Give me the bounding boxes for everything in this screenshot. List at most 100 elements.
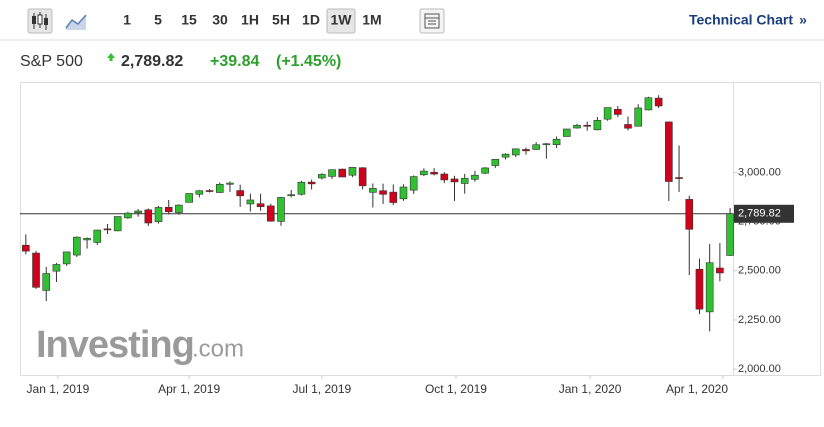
candle-body xyxy=(164,206,173,213)
candle-body xyxy=(511,148,520,156)
candle-body xyxy=(195,190,204,195)
candle-body xyxy=(328,169,336,177)
interval-button[interactable]: 1 xyxy=(123,12,131,28)
candle-body xyxy=(614,109,622,115)
candle-body xyxy=(634,107,643,127)
candle-body xyxy=(552,138,561,146)
interval-button[interactable]: 15 xyxy=(181,12,197,28)
candle-body xyxy=(215,183,224,193)
candle-body xyxy=(379,190,387,195)
change-percent: (+1.45%) xyxy=(276,53,341,70)
candle-body xyxy=(491,158,500,166)
candle-body xyxy=(501,153,510,158)
candle-body xyxy=(226,182,234,185)
candle-body xyxy=(562,128,571,137)
candle-body xyxy=(103,228,112,231)
candle-body xyxy=(73,236,81,256)
candle-body xyxy=(185,193,193,203)
watermark-brand: Investing xyxy=(36,324,194,366)
x-tick-label: Apr 1, 2019 xyxy=(158,382,220,396)
interval-button[interactable]: 5H xyxy=(272,12,290,28)
candle-body xyxy=(297,181,306,195)
candle-body xyxy=(399,186,408,200)
plot-frame xyxy=(20,82,821,376)
candle-body xyxy=(246,199,255,205)
candle-body xyxy=(287,194,296,196)
candle-body xyxy=(716,267,724,274)
candle-body xyxy=(420,170,428,176)
candle-body xyxy=(573,124,581,129)
y-tick-label: 2,500.00 xyxy=(738,265,781,277)
candle-body xyxy=(542,143,551,146)
interval-button[interactable]: 1H xyxy=(241,12,259,28)
x-tick-label: Jul 1, 2019 xyxy=(292,382,351,396)
candle-body xyxy=(154,207,163,222)
candle-body xyxy=(726,213,734,256)
up-arrow xyxy=(107,53,115,58)
candle-body xyxy=(481,167,489,174)
up-arrow-stem xyxy=(109,58,113,61)
candle-body xyxy=(256,203,265,207)
candle-body xyxy=(522,149,530,152)
candle-body xyxy=(532,144,540,150)
candle-body xyxy=(665,121,673,182)
candle-body xyxy=(450,178,459,183)
candle-body xyxy=(389,191,398,203)
selected-button-bg xyxy=(326,8,356,34)
candle-body xyxy=(603,107,612,120)
candle-body xyxy=(705,262,714,313)
candle-body xyxy=(593,120,602,131)
candle-body xyxy=(409,176,418,191)
x-tick-label: Apr 1, 2020 xyxy=(666,382,728,396)
watermark-suffix: .com xyxy=(192,335,244,362)
candle-body xyxy=(144,209,153,224)
candle-body xyxy=(369,188,377,193)
candle-body xyxy=(307,181,316,185)
candle-body xyxy=(338,168,347,178)
last-price-label-bg xyxy=(734,204,794,223)
candle-body xyxy=(348,167,357,176)
candle-body xyxy=(654,97,663,107)
candle-body xyxy=(62,251,71,265)
candle-body xyxy=(52,264,61,272)
candle-body xyxy=(205,190,214,192)
x-tick-label: Jan 1, 2019 xyxy=(27,382,90,396)
candle-body xyxy=(175,204,183,213)
candle-body xyxy=(236,190,244,197)
interval-button[interactable]: 1M xyxy=(362,12,381,28)
instrument-name: S&P 500 xyxy=(20,53,83,70)
candle-icon[interactable] xyxy=(27,8,53,34)
candle-body xyxy=(22,244,30,252)
interval-button[interactable]: 1D xyxy=(302,12,320,28)
candle-body xyxy=(358,167,367,187)
interval-button[interactable]: 1W xyxy=(331,12,353,28)
interval-button[interactable]: 30 xyxy=(212,12,228,28)
toolbar xyxy=(0,0,824,40)
x-tick-label: Oct 1, 2019 xyxy=(425,382,487,396)
interval-button[interactable]: 5 xyxy=(154,12,162,28)
area-icon[interactable] xyxy=(65,14,87,30)
y-tick-label: 3,000.00 xyxy=(738,166,781,178)
change: +39.84 xyxy=(210,53,259,70)
candle-body xyxy=(644,97,653,111)
candle-body xyxy=(695,268,704,310)
technical-chart-link[interactable]: Technical Chart xyxy=(689,12,793,28)
candle-body xyxy=(430,171,438,175)
candle-body xyxy=(83,238,91,241)
link-arrow[interactable]: » xyxy=(799,12,807,28)
candle-body xyxy=(124,212,132,219)
y-tick-label: 2,250.00 xyxy=(738,314,781,326)
candle-body xyxy=(32,252,40,288)
y-tick-label: 2,000.00 xyxy=(738,363,781,375)
candle-body xyxy=(318,174,326,179)
layout-icon[interactable] xyxy=(419,8,445,34)
x-tick-label: Jan 1, 2020 xyxy=(559,382,622,396)
candle-body xyxy=(42,273,51,291)
candle-body xyxy=(583,124,591,127)
candle-body xyxy=(93,229,102,243)
candle-body xyxy=(440,173,449,181)
candle-body xyxy=(471,174,479,180)
candle-body xyxy=(685,199,694,230)
candle-body xyxy=(134,210,142,214)
